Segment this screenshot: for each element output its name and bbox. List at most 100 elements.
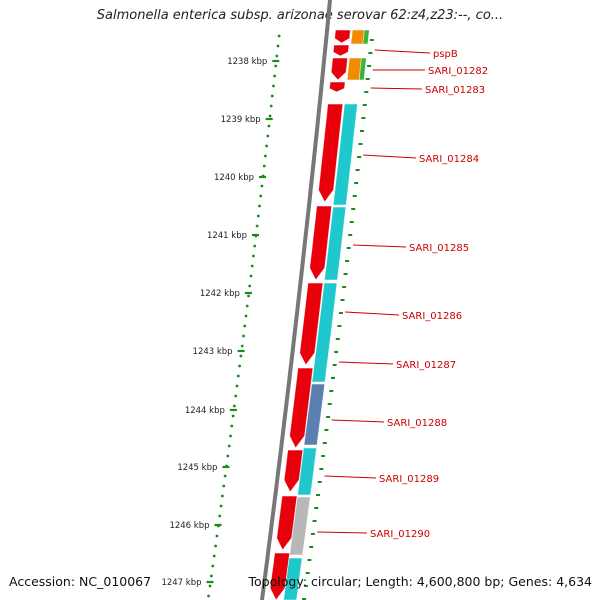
gene-arrow-forward[interactable] (283, 449, 304, 493)
scale-dot (264, 154, 267, 158)
gene-cog-block[interactable] (358, 57, 367, 81)
accession-info: Accession: NC_010067 (9, 574, 151, 589)
gene-label-leader (338, 361, 394, 365)
scale-dot (227, 444, 231, 448)
backbone-line (260, 0, 332, 600)
scale-dot (252, 254, 255, 258)
gene-cog-block[interactable] (297, 447, 318, 496)
gene-cog-block[interactable] (289, 496, 311, 556)
gene-label-leader (317, 531, 368, 534)
scale-dot (226, 454, 230, 458)
scale-tick-label: 1247 kbp (161, 578, 201, 588)
gene-label[interactable]: pspB (433, 49, 458, 60)
gene-arrow-forward[interactable] (334, 29, 351, 44)
scale-tick-label: 1243 kbp (193, 347, 233, 357)
gene-label[interactable]: SARI_01286 (402, 311, 462, 322)
scale-tick-label: 1238 kbp (227, 57, 267, 67)
scale-tick-label: 1244 kbp (185, 406, 225, 416)
scale-dot (218, 514, 222, 518)
gene-label-leader (374, 49, 431, 54)
scale-dot (221, 494, 224, 498)
accession-value: NC_010067 (79, 574, 152, 589)
gene-label[interactable]: SARI_01287 (396, 360, 456, 371)
scale-dot (238, 364, 242, 368)
scale-dot (259, 194, 263, 198)
scale-dot (247, 294, 250, 298)
scale-dot (268, 114, 272, 118)
length-label: Length: (365, 574, 413, 589)
scale-dot (260, 184, 264, 188)
scale-dot (272, 84, 275, 88)
scale-dot (273, 74, 276, 78)
scale-dot (270, 94, 274, 98)
gene-label[interactable]: SARI_01282 (428, 66, 488, 77)
gene-label[interactable]: SARI_01289 (379, 474, 439, 485)
kbp-scale: 1238 kbp 1239 kbp 1240 kbp 1241 kbp 1242 kbp… (161, 34, 281, 598)
gene-label[interactable]: SARI_01290 (370, 529, 430, 540)
scale-tick-label: 1246 kbp (169, 521, 209, 531)
scale-dot (269, 104, 273, 108)
scale-dot (233, 404, 236, 408)
gene-cog-block[interactable] (323, 206, 347, 281)
scale-dot (248, 284, 252, 288)
gene-arrow-forward[interactable] (332, 44, 350, 57)
sequence-info: Topology: circular; Length: 4,600,800 bp… (248, 574, 592, 589)
gene-cog-block[interactable] (362, 29, 370, 45)
scale-dot (243, 324, 247, 328)
scale-dot (208, 584, 212, 588)
scale-dot (249, 274, 253, 278)
scale-dot (212, 554, 216, 558)
gene-arrow-forward[interactable] (318, 103, 344, 203)
gene-label-leader (363, 154, 417, 159)
scale-dot (265, 144, 268, 148)
scale-dot (276, 44, 280, 48)
scale-tick-label: 1245 kbp (177, 463, 217, 473)
gene-label[interactable]: SARI_01285 (409, 243, 469, 254)
genes-label: Genes: (508, 574, 553, 589)
length-value: 4,600,800 bp (416, 574, 501, 589)
scale-dot (245, 304, 249, 308)
scale-dot (267, 124, 271, 128)
scale-dot (210, 574, 213, 578)
scale-dot (275, 54, 279, 58)
backbone-ring (260, 0, 332, 600)
gene-cog-block[interactable] (332, 103, 358, 206)
gene-arrow-forward[interactable] (328, 81, 346, 93)
accession-label: Accession: (9, 574, 76, 589)
scale-dot (207, 594, 211, 598)
topology-value: circular (311, 574, 358, 589)
gene-arrow-forward[interactable] (289, 367, 314, 449)
gene-cog-block[interactable] (303, 383, 326, 446)
gene-label-leader (370, 87, 423, 90)
scale-dot (231, 414, 235, 418)
gene-label-leader (352, 244, 407, 248)
gene-cog-block[interactable] (311, 282, 338, 383)
gene-arrow-forward[interactable] (309, 205, 333, 281)
scale-dot (215, 534, 219, 538)
gene-arrow-forward[interactable] (330, 57, 349, 81)
scale-dot (211, 564, 215, 568)
gene-label-leader (345, 311, 400, 316)
gene-arrow-forward[interactable] (299, 282, 324, 366)
scale-dot (266, 134, 270, 138)
scale-dot (240, 344, 244, 348)
scale-dot (258, 204, 261, 208)
scale-dot (244, 314, 248, 318)
gene-label[interactable]: SARI_01283 (425, 85, 485, 96)
scale-dot (214, 544, 218, 548)
gene-cog-block[interactable] (283, 557, 303, 600)
scale-dot (242, 334, 245, 338)
scale-dot (255, 224, 259, 228)
gene-label[interactable]: SARI_01284 (419, 154, 479, 165)
scale-dot (239, 354, 243, 358)
scale-dot (236, 374, 240, 378)
scale-dot (262, 164, 266, 168)
scale-dot (277, 34, 281, 38)
gene-label-leader (331, 419, 385, 423)
gene-label[interactable]: SARI_01288 (387, 418, 447, 429)
genes-value: 4,634 (556, 574, 592, 589)
gene-track[interactable] (269, 29, 374, 600)
scale-dot (219, 504, 223, 508)
scale-tick-label: 1241 kbp (207, 231, 247, 241)
